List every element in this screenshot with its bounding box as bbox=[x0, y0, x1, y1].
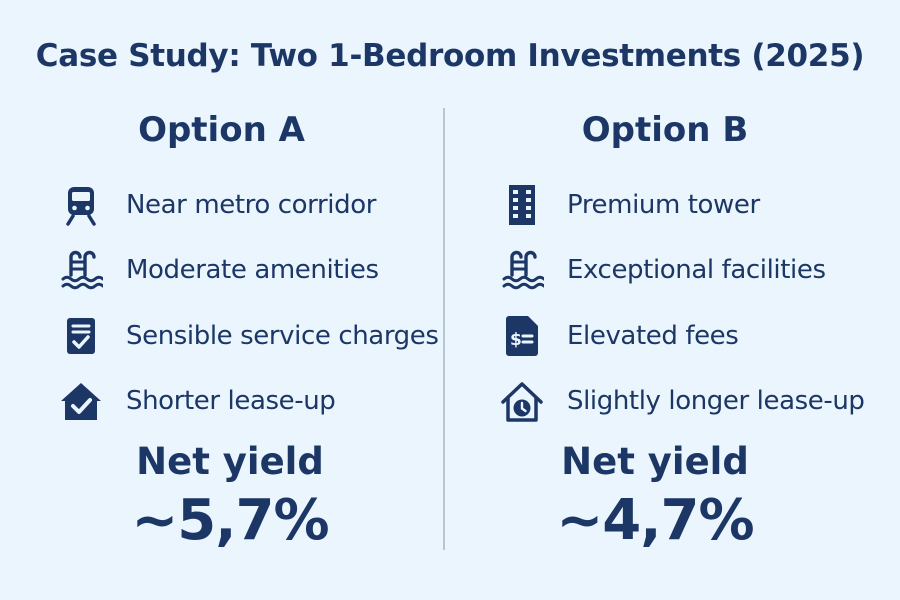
option-b-yield-value: ~4,7% bbox=[556, 488, 754, 553]
pool-icon bbox=[56, 245, 106, 295]
feature-label: Slightly longer lease-up bbox=[567, 386, 865, 417]
option-b-feature-list: Premium tower Exceptional facilities $ bbox=[497, 172, 865, 434]
feature-item: $ Elevated fees bbox=[497, 303, 865, 369]
feature-label: Premium tower bbox=[567, 189, 760, 220]
option-b-column: Option B Premium tower bbox=[445, 0, 900, 600]
column-divider bbox=[443, 108, 445, 550]
fee-document-icon: $ bbox=[497, 311, 547, 361]
train-icon bbox=[56, 180, 106, 230]
feature-label: Moderate amenities bbox=[126, 255, 379, 286]
feature-item: Near metro corridor bbox=[56, 172, 439, 238]
feature-item: Premium tower bbox=[497, 172, 865, 238]
document-check-icon bbox=[56, 311, 106, 361]
page-title: Case Study: Two 1-Bedroom Investments (2… bbox=[35, 38, 865, 74]
option-a-yield-label: Net yield bbox=[136, 440, 324, 483]
feature-item: Slightly longer lease-up bbox=[497, 369, 865, 435]
feature-label: Elevated fees bbox=[567, 320, 739, 351]
option-a-feature-list: Near metro corridor Moderate amenities bbox=[56, 172, 439, 434]
feature-label: Sensible service charges bbox=[126, 320, 439, 351]
pool-icon bbox=[497, 245, 547, 295]
feature-item: Sensible service charges bbox=[56, 303, 439, 369]
feature-item: Moderate amenities bbox=[56, 238, 439, 304]
feature-item: Shorter lease-up bbox=[56, 369, 439, 435]
option-b-yield-label: Net yield bbox=[561, 440, 749, 483]
feature-label: Exceptional facilities bbox=[567, 255, 826, 286]
house-check-icon bbox=[56, 376, 106, 426]
svg-text:$: $ bbox=[510, 330, 522, 350]
house-clock-icon bbox=[497, 376, 547, 426]
option-a-heading: Option A bbox=[138, 110, 305, 150]
building-icon bbox=[497, 180, 547, 230]
option-a-yield-value: ~5,7% bbox=[131, 488, 329, 553]
option-b-heading: Option B bbox=[581, 110, 749, 150]
feature-label: Shorter lease-up bbox=[126, 386, 336, 417]
feature-label: Near metro corridor bbox=[126, 189, 376, 220]
option-a-column: Option A Near metro corridor bbox=[0, 0, 443, 600]
feature-item: Exceptional facilities bbox=[497, 238, 865, 304]
